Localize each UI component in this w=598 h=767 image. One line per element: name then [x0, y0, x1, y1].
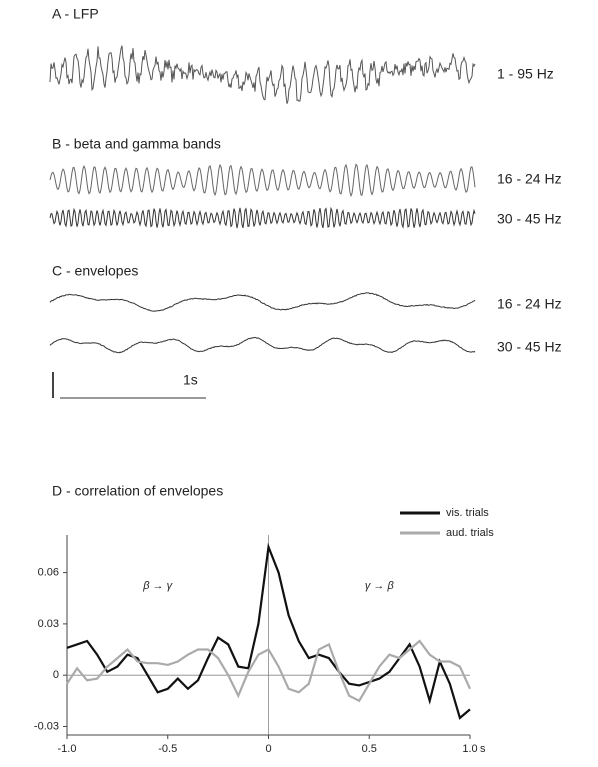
trace-label: 16 - 24 Hz	[497, 296, 562, 312]
y-tick-label: -0.03	[34, 720, 59, 732]
x-tick-label: 0	[265, 743, 271, 755]
x-tick-label: 0.5	[362, 743, 377, 755]
panel-title: B - beta and gamma bands	[52, 136, 221, 152]
chart-title: D - correlation of envelopes	[52, 483, 223, 499]
panel-title: A - LFP	[52, 6, 99, 22]
panel-title: C - envelopes	[52, 263, 138, 279]
x-tick-label: -0.5	[158, 743, 177, 755]
signal-trace	[49, 292, 476, 312]
annotation: γ → β	[365, 580, 395, 592]
legend-label: aud. trials	[446, 527, 494, 539]
scale-label: 1s	[183, 372, 198, 388]
trace-label: 30 - 45 Hz	[497, 211, 562, 227]
y-tick-label: 0.06	[38, 567, 59, 579]
trace-label: 1 - 95 Hz	[497, 66, 554, 82]
x-unit: s	[480, 743, 486, 755]
data-line	[66, 639, 472, 703]
y-tick-label: 0.03	[38, 618, 59, 630]
y-tick-label: 0	[53, 669, 59, 681]
trace-label: 16 - 24 Hz	[497, 171, 562, 187]
signal-trace	[49, 45, 476, 104]
x-tick-label: -1.0	[58, 743, 77, 755]
signal-trace	[49, 336, 476, 354]
legend-label: vis. trials	[446, 507, 489, 519]
signal-trace	[49, 163, 476, 198]
x-tick-label: 1.0	[462, 743, 477, 755]
signal-trace	[49, 206, 476, 230]
annotation: β → γ	[142, 580, 173, 592]
trace-label: 30 - 45 Hz	[497, 339, 562, 355]
